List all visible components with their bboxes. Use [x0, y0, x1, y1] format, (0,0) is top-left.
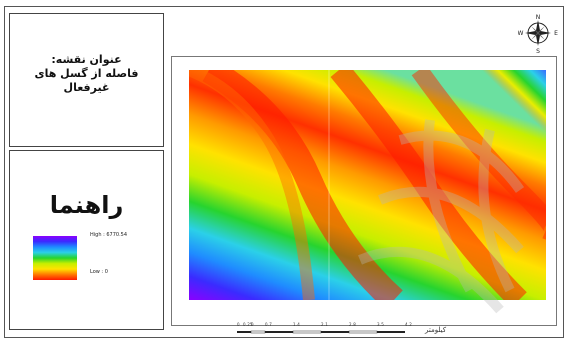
legend-low-label: Low : 0	[90, 269, 108, 275]
scale-tick-label: 2.1	[321, 322, 328, 327]
north-arrow-icon: N S E W	[518, 14, 558, 54]
north-label: N	[536, 14, 541, 21]
map-layout-frame	[4, 6, 564, 338]
map-title: عنوان نقشه: فاصله از گسل های غیرفعال	[34, 53, 139, 94]
scale-tick-label: 0.7	[265, 322, 272, 327]
legend-heading: راهنما	[49, 191, 124, 219]
south-label: S	[536, 48, 540, 54]
west-label: W	[518, 30, 524, 37]
scale-tick-label: 3.5	[377, 322, 384, 327]
legend-high-label: High : 6770.54	[90, 232, 128, 238]
scale-tick-label: 0	[237, 322, 240, 327]
scale-tick-label: 2.8	[349, 322, 356, 327]
map-title-box: عنوان نقشه: فاصله از گسل های غیرفعال	[9, 13, 164, 147]
scale-tick-label: 1.4	[293, 322, 300, 327]
scale-tick-label: 0	[251, 322, 254, 327]
scale-tick-label: 4.2	[405, 322, 412, 327]
distance-raster-map	[189, 70, 546, 300]
scale-bar	[237, 330, 405, 334]
scale-tick-label: 0.25	[243, 322, 253, 327]
legend-box: راهنما High : 6770.54 Low : 0	[9, 150, 164, 330]
scale-unit-label: کیلومتر	[425, 326, 447, 334]
east-label: E	[554, 30, 558, 37]
legend-color-ramp	[33, 236, 77, 280]
